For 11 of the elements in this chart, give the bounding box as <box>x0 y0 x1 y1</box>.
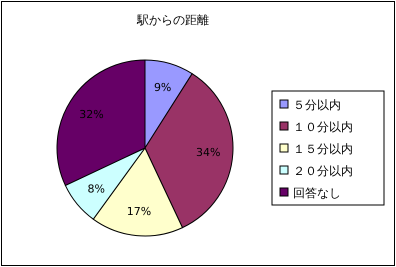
legend-label: ２０分以内 <box>293 164 353 178</box>
data-label: 8% <box>87 182 105 196</box>
data-label: 32% <box>79 108 104 122</box>
data-label: 34% <box>196 146 220 159</box>
legend-label: 回答なし <box>293 186 341 200</box>
data-label: 9% <box>154 81 172 94</box>
legend-label: １５分以内 <box>293 142 353 156</box>
legend-label: ５分以内 <box>293 98 341 112</box>
legend-label: １０分以内 <box>293 120 353 134</box>
chart-title: 駅からの距離 <box>136 13 209 27</box>
data-label: 17% <box>126 205 152 218</box>
